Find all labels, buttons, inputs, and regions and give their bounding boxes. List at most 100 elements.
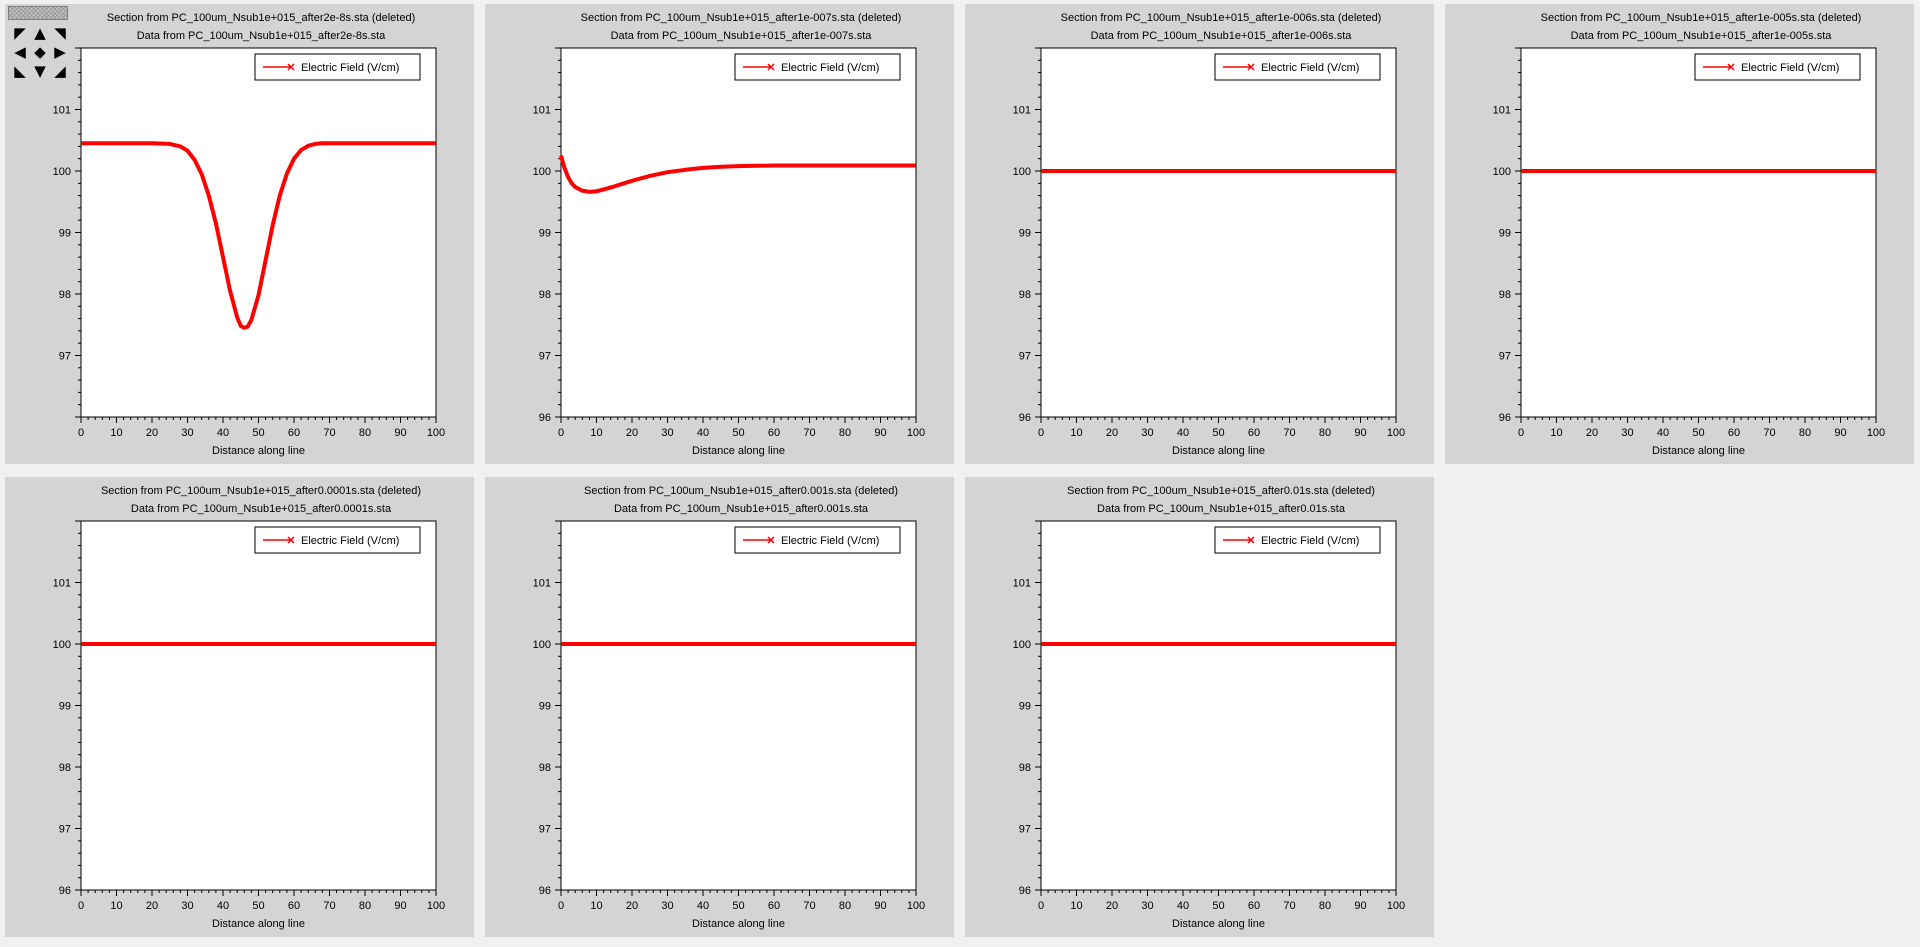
y-tick-label: 97 [1019, 351, 1031, 363]
legend[interactable]: Electric Field (V/cm) [254, 526, 421, 554]
x-tick-label: 0 [558, 427, 564, 439]
pan-down-right-icon[interactable]: ◢ [54, 62, 66, 80]
x-tick-label: 10 [110, 427, 122, 439]
x-tick-label: 30 [661, 427, 673, 439]
toolbox-drag-handle[interactable] [8, 6, 68, 20]
x-tick-label: 70 [803, 900, 815, 912]
legend[interactable]: Electric Field (V/cm) [1214, 526, 1381, 554]
x-tick-label: 60 [1248, 900, 1260, 912]
pan-up-icon[interactable]: ▲ [34, 24, 46, 42]
x-tick-label: 90 [394, 900, 406, 912]
x-tick-label: 50 [1212, 427, 1224, 439]
x-tick-label: 50 [1212, 900, 1224, 912]
y-tick-label: 97 [539, 351, 551, 363]
x-tick-label: 100 [907, 900, 925, 912]
x-tick-label: 0 [78, 900, 84, 912]
x-tick-label: 40 [1657, 427, 1669, 439]
y-tick-label: 99 [59, 228, 71, 240]
x-tick-label: 50 [1692, 427, 1704, 439]
y-tick-label: 100 [1013, 166, 1031, 178]
legend[interactable]: Electric Field (V/cm) [254, 53, 421, 81]
x-tick-label: 100 [1387, 900, 1405, 912]
y-tick-label: 100 [533, 166, 551, 178]
chart-title: Section from PC_100um_Nsub1e+015_after0.… [584, 485, 898, 497]
legend-marker-icon [287, 536, 295, 544]
plot-area[interactable] [560, 47, 917, 418]
x-tick-label: 20 [146, 900, 158, 912]
x-axis-label: Distance along line [1172, 918, 1265, 930]
x-tick-label: 40 [1177, 900, 1189, 912]
y-tick-label: 98 [59, 762, 71, 774]
x-tick-label: 0 [78, 427, 84, 439]
x-tick-label: 90 [394, 427, 406, 439]
y-tick-label: 98 [1019, 762, 1031, 774]
legend-marker-icon [1247, 536, 1255, 544]
legend-label: Electric Field (V/cm) [1261, 62, 1359, 74]
chart-panel: Section from PC_100um_Nsub1e+015_after2e… [5, 4, 474, 464]
pan-up-left-icon[interactable]: ◤ [14, 24, 26, 42]
pan-left-icon[interactable]: ◀ [14, 43, 26, 61]
plot-area[interactable] [1040, 47, 1397, 418]
plot-area[interactable] [80, 520, 437, 891]
x-tick-label: 10 [1070, 900, 1082, 912]
x-tick-label: 60 [1728, 427, 1740, 439]
plot-area[interactable] [560, 520, 917, 891]
y-tick-label: 99 [539, 701, 551, 713]
x-tick-label: 30 [661, 900, 673, 912]
x-tick-label: 80 [1319, 427, 1331, 439]
chart-title: Section from PC_100um_Nsub1e+015_after0.… [101, 485, 421, 497]
y-tick-label: 96 [59, 885, 71, 897]
pan-down-left-icon[interactable]: ◣ [14, 62, 26, 80]
y-tick-label: 98 [1499, 289, 1511, 301]
pan-right-icon[interactable]: ▶ [54, 43, 66, 61]
chart-panel: Section from PC_100um_Nsub1e+015_after0.… [5, 477, 474, 937]
pan-down-icon[interactable]: ▼ [34, 62, 46, 80]
chart-title: Section from PC_100um_Nsub1e+015_after0.… [1067, 485, 1375, 497]
chart-subtitle: Data from PC_100um_Nsub1e+015_after1e-00… [1091, 30, 1353, 42]
series-line[interactable] [81, 141, 436, 330]
y-tick-label: 97 [1019, 824, 1031, 836]
x-tick-label: 10 [590, 900, 602, 912]
x-tick-label: 0 [1038, 427, 1044, 439]
chart-svg: Section from PC_100um_Nsub1e+015_after1e… [1493, 12, 1886, 457]
chart-panel: Section from PC_100um_Nsub1e+015_after1e… [485, 4, 954, 464]
chart-svg: Section from PC_100um_Nsub1e+015_after0.… [53, 485, 446, 930]
chart-subtitle: Data from PC_100um_Nsub1e+015_after1e-00… [611, 30, 873, 42]
x-tick-label: 90 [1354, 900, 1366, 912]
y-tick-label: 101 [53, 105, 71, 117]
x-tick-label: 50 [732, 900, 744, 912]
chart-panel: Section from PC_100um_Nsub1e+015_after1e… [965, 4, 1434, 464]
chart-subtitle: Data from PC_100um_Nsub1e+015_after2e-8s… [137, 30, 386, 42]
x-axis-label: Distance along line [692, 445, 785, 457]
x-tick-label: 80 [839, 900, 851, 912]
legend-label: Electric Field (V/cm) [781, 535, 879, 547]
y-tick-label: 97 [59, 351, 71, 363]
x-tick-label: 20 [626, 900, 638, 912]
pan-up-right-icon[interactable]: ◥ [54, 24, 66, 42]
x-tick-label: 20 [1106, 427, 1118, 439]
y-tick-label: 100 [533, 639, 551, 651]
legend[interactable]: Electric Field (V/cm) [1694, 53, 1861, 81]
x-tick-label: 70 [1283, 427, 1295, 439]
x-tick-label: 100 [1867, 427, 1885, 439]
y-tick-label: 101 [1493, 105, 1511, 117]
plot-area[interactable] [1520, 47, 1877, 418]
y-tick-label: 98 [59, 289, 71, 301]
y-tick-label: 96 [539, 885, 551, 897]
x-tick-label: 40 [217, 427, 229, 439]
x-tick-label: 0 [1038, 900, 1044, 912]
x-tick-label: 30 [181, 427, 193, 439]
x-tick-label: 90 [1354, 427, 1366, 439]
x-tick-label: 20 [1106, 900, 1118, 912]
y-tick-label: 101 [533, 105, 551, 117]
legend[interactable]: Electric Field (V/cm) [734, 526, 901, 554]
plot-area[interactable] [1040, 520, 1397, 891]
plot-area[interactable] [80, 47, 437, 418]
legend[interactable]: Electric Field (V/cm) [1214, 53, 1381, 81]
y-tick-label: 100 [1493, 166, 1511, 178]
x-axis-label: Distance along line [1652, 445, 1745, 457]
pan-center-icon[interactable]: ◆ [34, 43, 46, 61]
series-line[interactable] [559, 155, 916, 194]
legend-marker-icon [287, 63, 295, 71]
legend[interactable]: Electric Field (V/cm) [734, 53, 901, 81]
